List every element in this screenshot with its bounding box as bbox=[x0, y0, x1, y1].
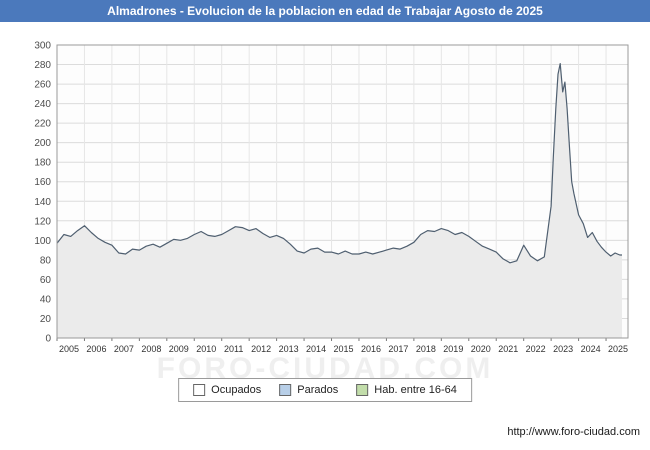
svg-text:2022: 2022 bbox=[526, 344, 546, 354]
svg-text:0: 0 bbox=[45, 334, 51, 345]
legend-label-hab-16-64: Hab. entre 16-64 bbox=[374, 384, 457, 396]
svg-text:2017: 2017 bbox=[388, 344, 408, 354]
svg-text:2009: 2009 bbox=[169, 344, 189, 354]
svg-text:80: 80 bbox=[40, 255, 52, 266]
svg-text:180: 180 bbox=[34, 158, 51, 169]
chart-legend: Ocupados Parados Hab. entre 16-64 bbox=[178, 378, 472, 402]
svg-text:2019: 2019 bbox=[443, 344, 463, 354]
legend-item-hab-16-64: Hab. entre 16-64 bbox=[356, 384, 457, 396]
svg-text:240: 240 bbox=[34, 99, 51, 110]
svg-text:2007: 2007 bbox=[114, 344, 134, 354]
population-area-chart: 0 20 40 60 80 100 120 140 160 180 200 220 240 260 280 3… bbox=[34, 41, 629, 354]
svg-text:2018: 2018 bbox=[416, 344, 436, 354]
parados-swatch-icon bbox=[279, 384, 292, 396]
svg-text:300: 300 bbox=[34, 41, 51, 52]
svg-text:260: 260 bbox=[34, 80, 51, 91]
svg-text:2015: 2015 bbox=[334, 344, 354, 354]
svg-text:2005: 2005 bbox=[59, 344, 79, 354]
svg-text:2016: 2016 bbox=[361, 344, 381, 354]
svg-text:2010: 2010 bbox=[196, 344, 216, 354]
svg-text:280: 280 bbox=[34, 60, 51, 71]
legend-label-ocupados: Ocupados bbox=[211, 384, 262, 396]
svg-text:200: 200 bbox=[34, 138, 51, 149]
chart-title: Almadrones - Evolucion de la poblacion e… bbox=[107, 4, 543, 18]
legend-label-parados: Parados bbox=[297, 384, 339, 396]
ocupados-swatch-icon bbox=[193, 384, 206, 396]
svg-text:140: 140 bbox=[34, 197, 51, 208]
svg-text:2006: 2006 bbox=[86, 344, 106, 354]
svg-text:2012: 2012 bbox=[251, 344, 271, 354]
svg-text:2014: 2014 bbox=[306, 344, 326, 354]
svg-text:2013: 2013 bbox=[279, 344, 299, 354]
foro-ciudad-link[interactable]: http://www.foro-ciudad.com bbox=[507, 426, 640, 438]
svg-text:220: 220 bbox=[34, 119, 51, 130]
hab-16-64-swatch-icon bbox=[356, 384, 369, 396]
svg-text:2025: 2025 bbox=[608, 344, 628, 354]
svg-text:2023: 2023 bbox=[553, 344, 573, 354]
svg-text:2011: 2011 bbox=[224, 344, 243, 354]
svg-text:2020: 2020 bbox=[471, 344, 491, 354]
svg-text:2024: 2024 bbox=[581, 344, 601, 354]
svg-text:100: 100 bbox=[34, 236, 51, 247]
legend-item-parados: Parados bbox=[279, 384, 338, 396]
svg-text:60: 60 bbox=[40, 275, 52, 286]
svg-text:160: 160 bbox=[34, 177, 51, 188]
svg-text:2021: 2021 bbox=[498, 344, 518, 354]
chart-title-bar: Almadrones - Evolucion de la poblacion e… bbox=[0, 0, 650, 22]
svg-text:40: 40 bbox=[40, 294, 52, 305]
svg-text:20: 20 bbox=[40, 314, 52, 325]
legend-item-ocupados: Ocupados bbox=[193, 384, 261, 396]
svg-text:120: 120 bbox=[34, 216, 51, 227]
svg-text:2008: 2008 bbox=[141, 344, 161, 354]
